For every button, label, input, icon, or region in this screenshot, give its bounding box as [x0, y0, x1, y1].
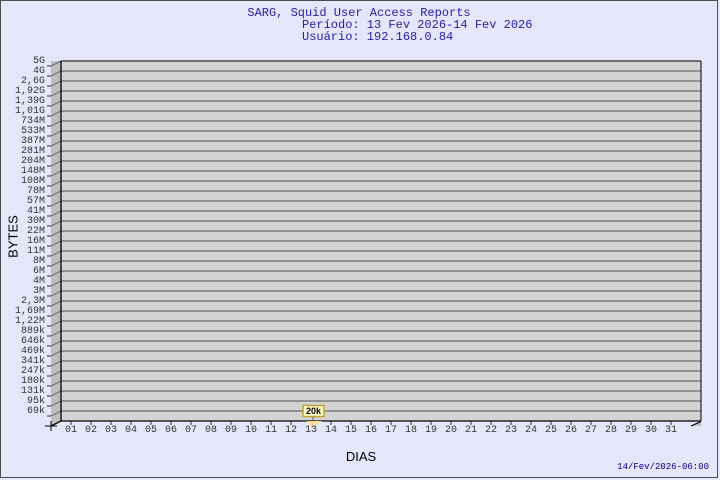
svg-text:20k: 20k — [306, 406, 322, 416]
